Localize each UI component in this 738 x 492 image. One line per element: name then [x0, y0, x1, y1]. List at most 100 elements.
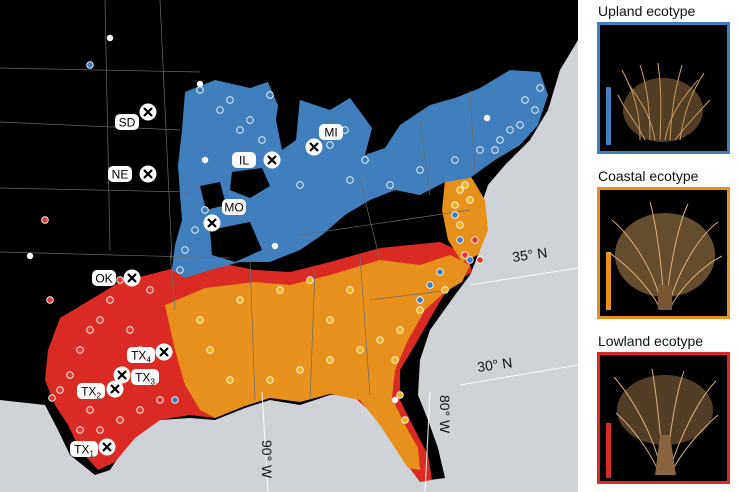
- site-label-subscript: 2: [96, 392, 101, 401]
- site-label: OK: [95, 272, 112, 286]
- coastal-switchgrass-plant-icon: [607, 201, 723, 310]
- cross-icon: [102, 442, 112, 452]
- site-label: TX4: [131, 349, 151, 365]
- site-label-background: [222, 199, 246, 215]
- latitude-label-35n: 35° N: [511, 244, 548, 265]
- site-label-background: [127, 347, 155, 363]
- site-label: MO: [224, 201, 243, 215]
- coastal-sample-dot: [456, 186, 464, 194]
- reference-city-dot: [201, 156, 209, 164]
- upland-sample-dot: [476, 146, 484, 154]
- coastal-sample-dot: [466, 196, 474, 204]
- coastal-sample-dot: [451, 201, 459, 209]
- upland-sample-dot: [416, 296, 424, 304]
- coastal-sample-dot: [461, 181, 469, 189]
- lowland-sample-dot: [106, 296, 114, 304]
- lowland-sample-dot: [126, 326, 134, 334]
- non-upland-patch: [230, 168, 270, 198]
- lowland-ecotype-title: Lowland ecotype: [598, 333, 704, 349]
- upland-sample-dot: [196, 86, 204, 94]
- coastal-sample-dot: [416, 306, 424, 314]
- collection-site: TX3: [113, 366, 159, 387]
- coastal-sample-dot: [276, 286, 284, 294]
- ecotype-distribution-map: 35° N 30° N 80° W 90° W SD NE IL MI MO OK TX4 T…: [0, 0, 578, 492]
- reference-city-dot: [271, 242, 279, 250]
- coastal-ecotype-photo: [597, 187, 730, 319]
- site-label-background: [232, 152, 256, 168]
- upland-sample-dot: [176, 266, 184, 274]
- upland-sample-dot: [216, 106, 224, 114]
- site-label-background: [77, 383, 105, 399]
- upland-sample-dot: [536, 84, 544, 92]
- coastal-sample-dot: [391, 356, 399, 364]
- site-label-background: [115, 114, 139, 130]
- cross-icon: [267, 155, 277, 165]
- lowland-sample-dot: [96, 426, 104, 434]
- collection-sites: SD NE IL MI MO OK TX4 TX3 TX2 TX1: [70, 103, 343, 459]
- upland-sample-dot: [516, 121, 524, 129]
- state-boundaries: [0, 0, 476, 401]
- cross-icon: [110, 384, 120, 394]
- coastal-sample-dot: [266, 376, 274, 384]
- cross-icon: [127, 273, 137, 283]
- collection-site: TX1: [70, 438, 116, 459]
- lowland-sample-dot: [86, 406, 94, 414]
- upland-sample-dot: [361, 156, 369, 164]
- upland-sample-dot: [236, 126, 244, 134]
- site-label-subscript: 1: [89, 450, 94, 459]
- latitude-label-30n: 30° N: [476, 354, 513, 375]
- site-label-background: [319, 124, 343, 140]
- collection-site: NE: [108, 165, 157, 183]
- lowland-sample-dot: [48, 394, 56, 402]
- lowland-ecotype-photo: [597, 352, 730, 484]
- lowland-sample-dot: [146, 286, 154, 294]
- upland-sample-dot: [326, 141, 334, 149]
- upland-sample-dot: [491, 146, 499, 154]
- cross-icon: [117, 370, 127, 380]
- upland-sample-dot: [436, 268, 444, 276]
- site-label-background: [131, 369, 159, 385]
- coastal-sample-dot: [306, 276, 314, 284]
- reference-city-dot: [106, 34, 114, 42]
- collection-site: MO: [203, 199, 246, 232]
- upland-sample-dot: [201, 206, 209, 214]
- non-upland-patch: [210, 222, 262, 262]
- upland-sample-dot: [506, 126, 514, 134]
- collection-site: IL: [232, 151, 281, 169]
- lowland-sample-dot: [76, 346, 84, 354]
- site-label: TX3: [135, 371, 155, 387]
- coastal-sample-dot: [346, 286, 354, 294]
- coastal-sample-dot: [326, 316, 334, 324]
- site-label-background: [108, 166, 132, 182]
- site-label: MI: [324, 126, 337, 140]
- lowland-sample-dot: [76, 426, 84, 434]
- coastal-sample-dot: [326, 356, 334, 364]
- reference-city-dot: [196, 80, 204, 88]
- lowland-sample-dot: [46, 296, 54, 304]
- cross-icon: [143, 107, 153, 117]
- coastal-sample-dot: [206, 346, 214, 354]
- lowland-sample-dot: [476, 256, 484, 264]
- upland-sample-dot: [246, 116, 254, 124]
- site-label: IL: [239, 154, 249, 168]
- great-lake-michigan: [276, 92, 300, 150]
- coastal-sample-dot: [296, 366, 304, 374]
- site-label: SD: [119, 116, 136, 130]
- site-label-subscript: 3: [150, 378, 155, 387]
- lowland-sample-dot: [66, 371, 74, 379]
- upland-ecotype-title: Upland ecotype: [598, 3, 696, 19]
- lowland-switchgrass-plant-icon: [613, 368, 719, 476]
- site-label-background: [70, 441, 98, 457]
- lowland-sample-dot: [116, 416, 124, 424]
- longitude-label-90w: 90° W: [259, 440, 275, 479]
- upland-sample-dot: [531, 106, 539, 114]
- lowland-sample-dot: [96, 316, 104, 324]
- graticule: [261, 267, 578, 492]
- lowland-sample-dot: [136, 406, 144, 414]
- lowland-sample-dot: [116, 276, 124, 284]
- lowland-sample-dot: [86, 326, 94, 334]
- cross-icon: [207, 218, 217, 228]
- reference-city-dot: [483, 114, 491, 122]
- coastal-sample-dot: [441, 286, 449, 294]
- coastal-sample-dot: [396, 391, 404, 399]
